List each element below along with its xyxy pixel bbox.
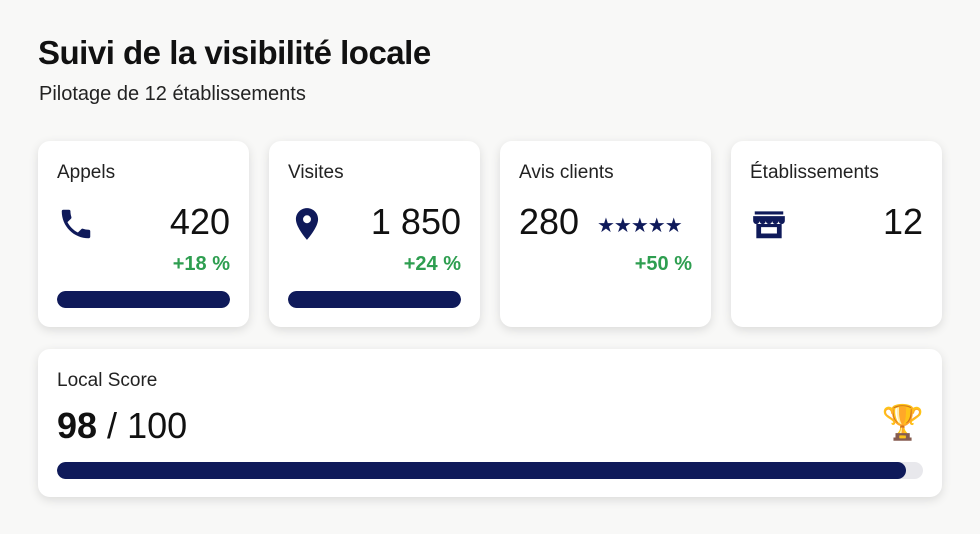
score-progress-bar: [57, 462, 923, 479]
card-value: 420: [169, 201, 230, 242]
page-subtitle: Pilotage de 12 établissements: [39, 83, 306, 105]
trophy-icon: 🏆: [881, 404, 924, 442]
score-number: 98: [57, 405, 98, 446]
stars-icon: ★★★★★: [597, 215, 683, 237]
card-etablissements: Établissements 12: [731, 141, 942, 327]
progress-fill: [57, 291, 230, 308]
card-label: Avis clients: [519, 162, 614, 183]
card-appels: Appels 420 +18 %: [38, 141, 249, 327]
progress-bar: [288, 291, 461, 308]
score-progress-fill: [57, 462, 906, 479]
card-label: Appels: [57, 162, 116, 183]
card-label: Visites: [288, 162, 344, 183]
card-delta: +50 %: [634, 253, 692, 275]
score-separator: /: [97, 405, 128, 446]
card-visites: Visites 1 850 +24 %: [269, 141, 480, 327]
score-max: 100: [127, 405, 188, 446]
card-value: 1 850: [370, 201, 461, 242]
store-icon: [750, 205, 788, 243]
local-score-card: Local Score 98 / 100 🏆: [38, 349, 942, 497]
phone-icon: [57, 205, 95, 243]
score-value: 98 / 100: [57, 405, 187, 447]
score-label: Local Score: [57, 370, 158, 391]
progress-bar: [57, 291, 230, 308]
card-delta: +24 %: [403, 253, 461, 275]
card-delta: +18 %: [172, 253, 230, 275]
card-value: 280: [519, 201, 580, 242]
map-pin-icon: [288, 205, 326, 243]
card-value: 12: [882, 201, 923, 242]
card-label: Établissements: [750, 162, 879, 183]
page-title: Suivi de la visibilité locale: [38, 34, 431, 71]
card-avis-clients: Avis clients 280 ★★★★★ +50 %: [500, 141, 711, 327]
progress-fill: [288, 291, 461, 308]
